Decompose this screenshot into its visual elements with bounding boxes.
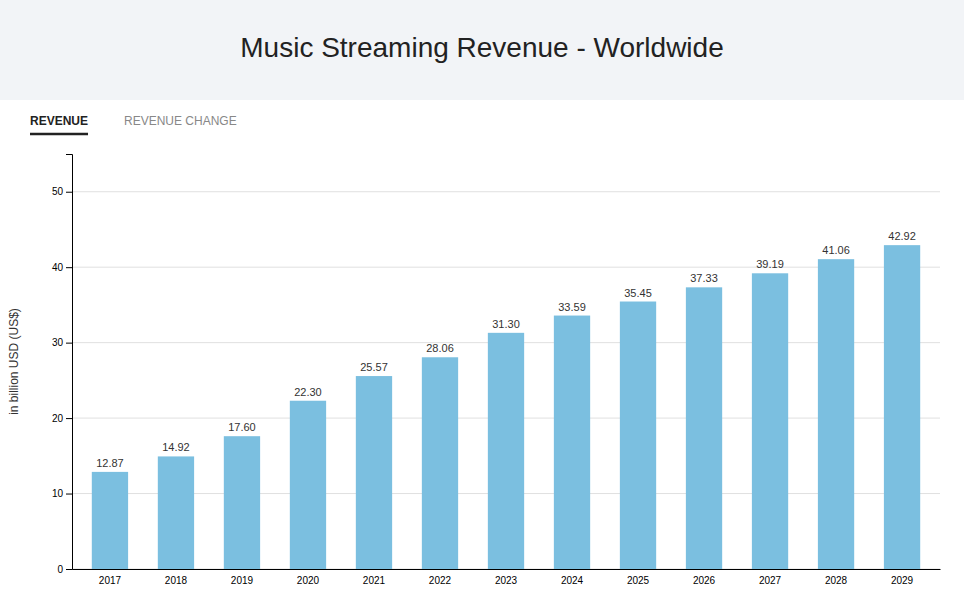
data-label: 14.92 [162,441,190,453]
data-labels: 12.87 14.92 17.60 22.30 25.57 28.06 31.30 33.59… [96,230,916,469]
bar [752,273,788,569]
tab-underline [30,133,88,136]
tick: 2024 [561,569,584,586]
title: Music Streaming Revenue - Worldwide [240,32,723,63]
bar [818,259,854,569]
tick-mark [66,343,72,344]
tick-label: 2025 [627,575,650,586]
tab-label: REVENUE [30,114,88,128]
tick: 2023 [495,569,518,586]
tick: 2028 [825,569,848,586]
tick: 10 [52,488,72,499]
data-label: 12.87 [96,457,124,469]
bar [224,436,260,569]
chart: Music Streaming Revenue - Worldwide REVEN… [0,0,964,609]
tick: 0 [57,564,72,575]
bar [356,376,392,569]
tick: 2029 [891,569,914,586]
tick-label: 2023 [495,575,518,586]
tick-label: 2028 [825,575,848,586]
bar [488,333,524,569]
data-label: 25.57 [360,361,388,373]
tick-label: 2020 [297,575,320,586]
tick-label: 2021 [363,575,386,586]
data-label: 42.92 [888,230,916,242]
tick-mark [66,569,72,570]
tick-label: 2022 [429,575,452,586]
data-label: 41.06 [822,244,850,256]
tick-label: 40 [52,262,64,273]
tick: 20 [52,413,72,424]
bar [554,316,590,569]
data-label: 35.45 [624,287,652,299]
tick: 2022 [429,569,452,586]
tick: 2026 [693,569,716,586]
tick-mark [66,494,72,495]
grid [72,192,940,569]
axis-line [66,155,73,570]
data-label: 37.33 [690,272,718,284]
tick-mark [66,192,72,193]
tick: 2017 [99,569,122,586]
tick-label: 2019 [231,575,254,586]
tick: 2027 [759,569,782,586]
bar [290,401,326,569]
data-label: 17.60 [228,421,256,433]
bar [158,456,194,569]
tick-label: 10 [52,488,64,499]
tick-mark [66,267,72,268]
data-label: 31.30 [492,318,520,330]
data-label: 33.59 [558,301,586,313]
tick-label: 2027 [759,575,782,586]
tick-label: 20 [52,413,64,424]
bar [686,287,722,569]
tick: 2019 [231,569,254,586]
x-axis: 2017 2018 2019 2020 2021 2022 2023 2024 2025 2026… [73,569,941,586]
tick: 2018 [165,569,188,586]
y-axis-title: in billion USD (US$) [7,308,21,415]
tick-label: 2024 [561,575,584,586]
tick-label: 0 [57,564,63,575]
tick-label: 2026 [693,575,716,586]
bars [92,245,920,569]
tick: 2021 [363,569,386,586]
bar [884,245,920,569]
tick-label: 30 [52,337,64,348]
data-label: 28.06 [426,342,454,354]
grid-line [72,191,940,192]
tick-label: 2017 [99,575,122,586]
data-label: 22.30 [294,386,322,398]
tick-mark [66,418,72,419]
data-label: 39.19 [756,258,784,270]
tick: 2020 [297,569,320,586]
bar [92,472,128,569]
grid-line [72,267,940,268]
tick-label: 2018 [165,575,188,586]
header-background [0,0,964,100]
tick: 40 [52,262,72,273]
bar [422,357,458,569]
tick: 2025 [627,569,650,586]
tab-label: REVENUE CHANGE [124,114,237,128]
bar [620,302,656,569]
tick: 50 [52,186,72,197]
axis-line [73,569,941,570]
tick-label: 2029 [891,575,914,586]
y-axis: 0 10 20 30 40 50 [52,155,73,575]
tick-label: 50 [52,186,64,197]
plot: 12.87 14.92 17.60 22.30 25.57 28.06 31.30 33.59… [7,155,941,587]
tick: 30 [52,337,72,348]
